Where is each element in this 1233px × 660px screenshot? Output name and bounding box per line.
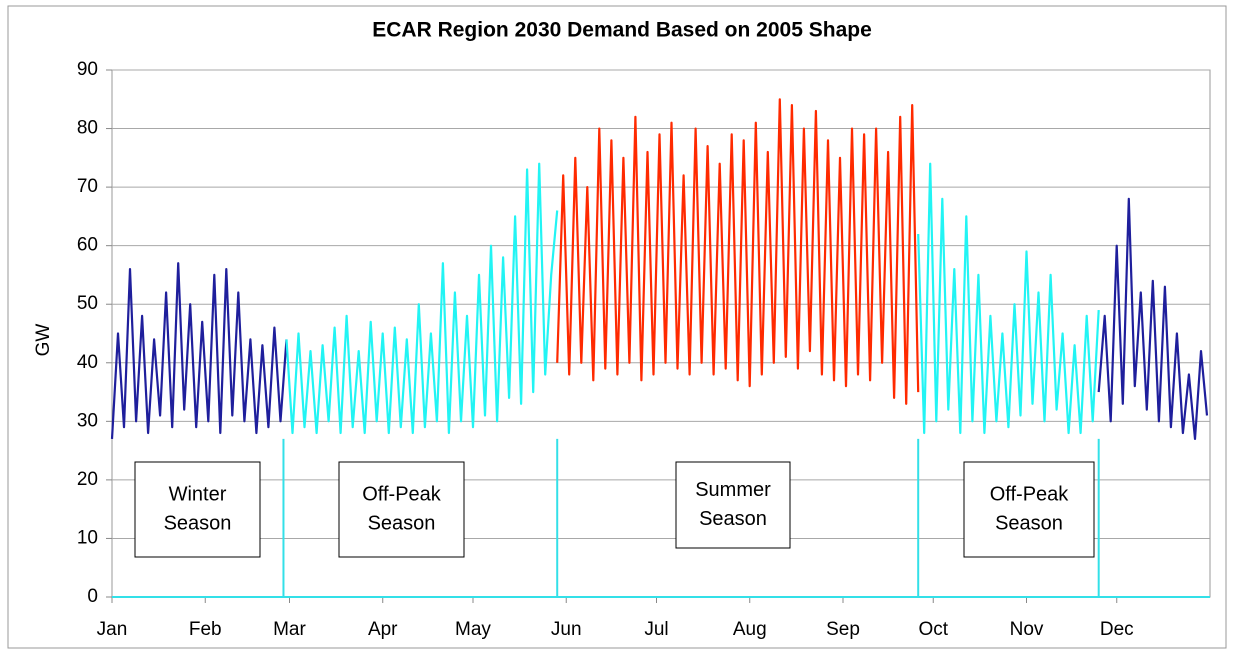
y-tick-label: 40 [77,352,98,373]
x-tick-label: Nov [1010,619,1044,640]
season-label: Summer [695,479,771,501]
season-label: Season [164,512,232,534]
y-tick-label: 90 [77,59,98,80]
x-tick-label: Jan [97,619,128,640]
y-tick-label: 10 [77,527,98,548]
x-tick-label: Jun [551,619,582,640]
y-tick-label: 30 [77,410,98,431]
x-tick-label: Feb [189,619,222,640]
season-box [338,461,465,558]
series-line [110,262,288,439]
x-tick-label: Jul [644,619,668,640]
y-tick-label: 80 [77,118,98,139]
season-box [675,461,791,549]
x-tick-label: May [455,619,491,640]
season-label: Winter [169,483,227,505]
y-tick-label: 0 [87,586,98,607]
season-label: Season [995,512,1063,534]
x-tick-label: Apr [368,619,398,640]
season-label: Season [368,512,436,534]
x-tick-label: Mar [273,619,306,640]
season-box [134,461,261,558]
season-label: Season [699,508,767,530]
series-line [556,98,920,405]
y-tick-label: 20 [77,469,98,490]
x-tick-label: Oct [918,619,948,640]
y-axis-label: GW [33,324,54,357]
season-box [963,461,1095,558]
series-line [917,162,1100,435]
season-label: Off-Peak [362,483,442,505]
series-line [1097,197,1209,440]
chart-title: ECAR Region 2030 Demand Based on 2005 Sh… [372,19,872,42]
season-label: Off-Peak [990,483,1070,505]
x-tick-label: Sep [826,619,860,640]
x-tick-label: Dec [1100,619,1134,640]
x-tick-label: Aug [733,619,767,640]
y-tick-label: 50 [77,293,98,314]
series-line [285,162,559,435]
y-tick-label: 60 [77,235,98,256]
y-tick-label: 70 [77,176,98,197]
